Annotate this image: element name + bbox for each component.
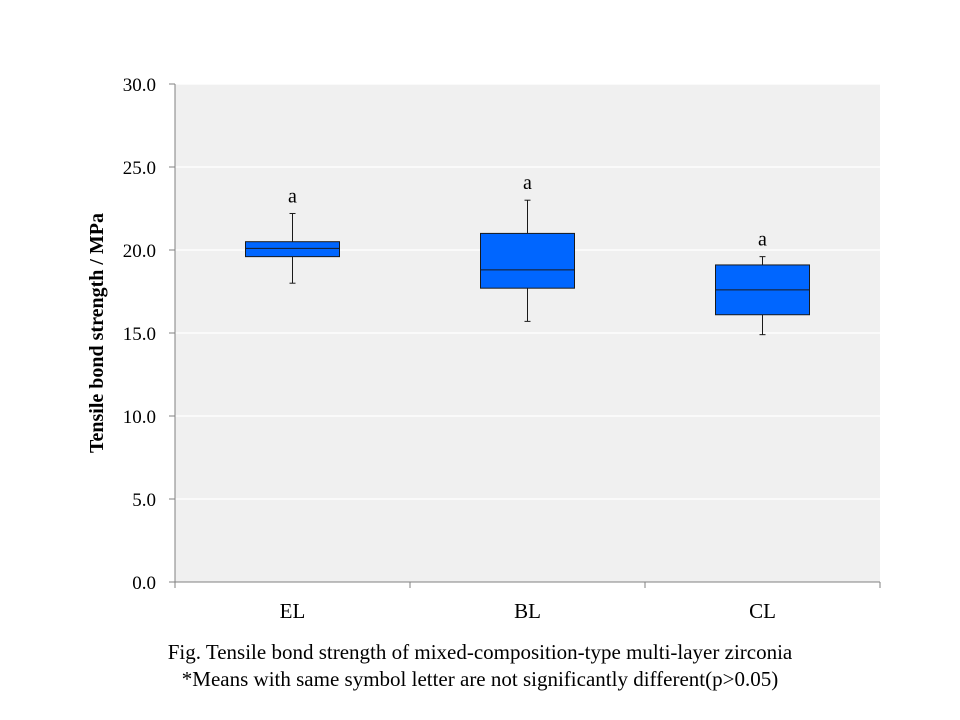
boxes: a a a [245, 172, 810, 336]
y-tick-label: 5.0 [132, 490, 156, 511]
box-group-el: a [245, 185, 340, 284]
x-tick-label: BL [514, 599, 541, 623]
significance-letter: a [288, 185, 297, 207]
y-tick-label: 25.0 [123, 158, 156, 179]
y-tick-label: 10.0 [123, 407, 156, 428]
y-axis-ticks: 0.0 5.0 10.0 15.0 20.0 25.0 30.0 [123, 75, 175, 594]
significance-letter: a [758, 229, 767, 251]
y-tick-label: 20.0 [123, 241, 156, 262]
box-group-cl: a [715, 229, 810, 336]
y-tick-label: 30.0 [123, 75, 156, 96]
x-tick-label: CL [749, 599, 776, 623]
x-tick-label: EL [280, 599, 306, 623]
box-plot-chart: 0.0 5.0 10.0 15.0 20.0 25.0 30.0 EL BL CL a a a Te… [86, 75, 881, 623]
box-iqr [480, 232, 575, 289]
box-iqr [245, 241, 340, 258]
y-axis-title: Tensile bond strength / MPa [86, 213, 108, 453]
y-tick-label: 0.0 [132, 573, 156, 594]
x-axis-ticks: EL BL CL [174, 582, 881, 623]
y-tick-label: 15.0 [123, 324, 156, 345]
figure-footnote: *Means with same symbol letter are not s… [181, 667, 779, 691]
significance-letter: a [523, 172, 532, 194]
box-group-bl: a [480, 172, 575, 322]
figure-caption: Fig. Tensile bond strength of mixed-comp… [167, 640, 793, 664]
